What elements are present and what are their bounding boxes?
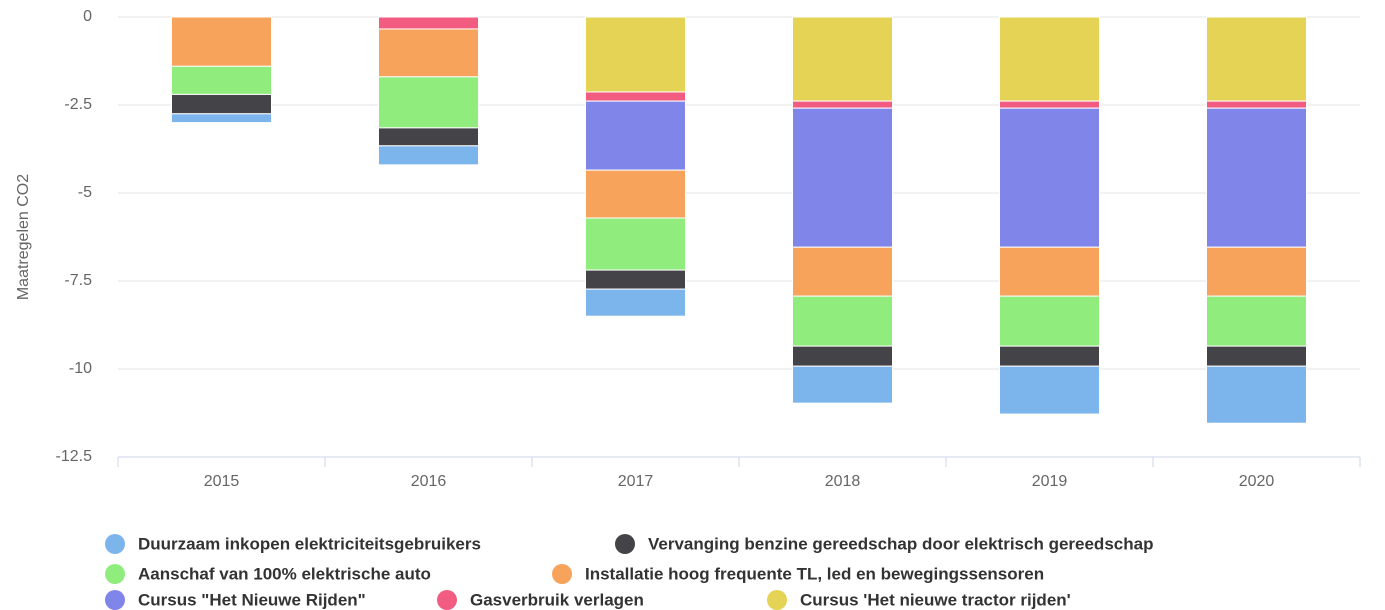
bar-segment xyxy=(171,65,272,95)
y-tick-label: -7.5 xyxy=(64,272,92,289)
bar-segment xyxy=(999,246,1100,297)
legend-marker xyxy=(105,590,125,610)
bar-segment xyxy=(1206,295,1307,347)
legend-label: Cursus "Het Nieuwe Rijden" xyxy=(138,590,366,609)
x-tick-label: 2016 xyxy=(411,473,447,490)
bar-segment xyxy=(792,365,893,404)
y-tick-label: -5 xyxy=(78,184,92,201)
bar-segment xyxy=(999,345,1100,367)
legend-label: Vervanging benzine gereedschap door elek… xyxy=(648,534,1153,553)
y-tick-label: 0 xyxy=(83,8,92,25)
legend-label: Installatie hoog frequente TL, led en be… xyxy=(585,564,1044,583)
x-tick-label: 2019 xyxy=(1032,473,1068,490)
legend-marker xyxy=(767,590,787,610)
bar-segment xyxy=(999,107,1100,248)
x-tick-label: 2018 xyxy=(825,473,861,490)
bar-segment xyxy=(585,217,686,271)
bar-segment xyxy=(999,295,1100,347)
bar-segment xyxy=(585,169,686,219)
bar-segment xyxy=(378,127,479,147)
x-tick-label: 2015 xyxy=(204,473,240,490)
bar-segment xyxy=(171,16,272,67)
bar-segment xyxy=(792,295,893,347)
y-tick-label: -2.5 xyxy=(64,96,92,113)
bar-segment xyxy=(171,93,272,115)
bar-segment xyxy=(999,16,1100,102)
bar-segment xyxy=(378,76,479,129)
legend-marker xyxy=(105,534,125,554)
bar-segment xyxy=(585,91,686,102)
bar-segment xyxy=(585,288,686,317)
legend-label: Gasverbruik verlagen xyxy=(470,590,644,609)
legend-marker xyxy=(615,534,635,554)
bar-segment xyxy=(1206,16,1307,102)
bar-segment xyxy=(378,16,479,30)
x-tick-label: 2017 xyxy=(618,473,654,490)
bar-segment xyxy=(792,345,893,367)
bar-segment xyxy=(171,113,272,124)
y-tick-label: -12.5 xyxy=(56,448,93,465)
bar-segment xyxy=(792,16,893,102)
bar-segment xyxy=(792,107,893,248)
legend-label: Cursus 'Het nieuwe tractor rijden' xyxy=(800,590,1071,609)
bar-segment xyxy=(585,16,686,93)
bar-segment xyxy=(585,269,686,290)
y-axis-label: Maatregelen CO2 xyxy=(15,174,32,300)
bar-segment xyxy=(1206,100,1307,109)
legend-marker xyxy=(552,564,572,584)
bar-segment xyxy=(999,100,1100,109)
bar-segment xyxy=(999,365,1100,415)
bar-segment xyxy=(1206,365,1307,424)
bar-segment xyxy=(1206,107,1307,248)
bar-segment xyxy=(378,145,479,166)
bar-segment xyxy=(792,246,893,297)
y-tick-label: -10 xyxy=(69,360,92,377)
legend-label: Duurzaam inkopen elektriciteitsgebruiker… xyxy=(138,534,481,553)
bar-segment xyxy=(1206,345,1307,367)
bar-segment xyxy=(1206,246,1307,297)
legend-marker xyxy=(105,564,125,584)
legend-marker xyxy=(437,590,457,610)
bar-segment xyxy=(378,28,479,78)
bar-segment xyxy=(792,100,893,109)
legend-label: Aanschaf van 100% elektrische auto xyxy=(138,564,431,583)
bar-segment xyxy=(585,100,686,171)
x-tick-label: 2020 xyxy=(1239,473,1275,490)
